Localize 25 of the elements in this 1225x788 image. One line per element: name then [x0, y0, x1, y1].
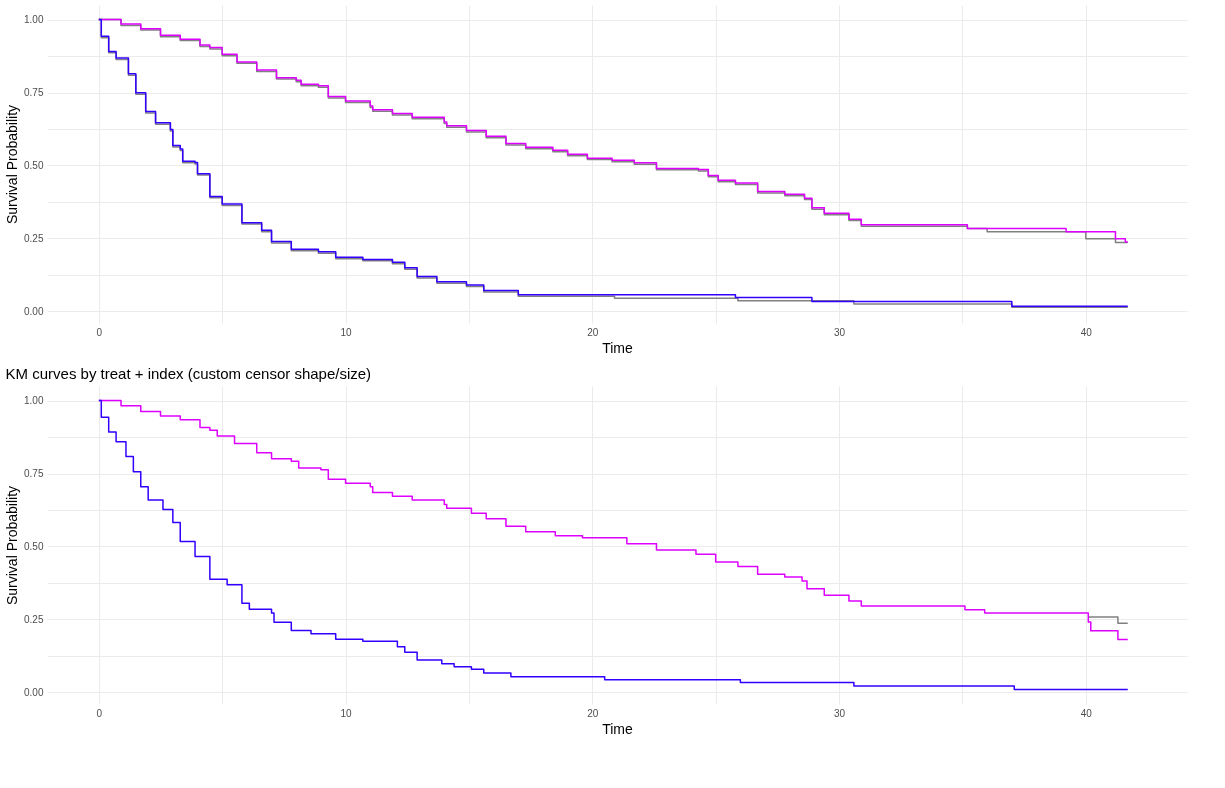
x-tick-label: 0: [96, 326, 103, 338]
chart-title: KM curves by treat + index (custom censor shape/size): [5, 365, 372, 382]
x-tick-label: 0: [96, 707, 103, 719]
x-tick-label: 20: [587, 326, 599, 338]
y-tick-label: 0.00: [24, 686, 44, 698]
x-axis-title: Time: [602, 339, 634, 356]
y-tick-label: 1.00: [24, 395, 44, 407]
y-axis-title: Survival Probability: [4, 104, 21, 225]
y-tick-label: 0.50: [24, 540, 44, 552]
x-tick-label: 40: [1080, 326, 1093, 338]
x-tick-label: 10: [340, 326, 353, 338]
y-tick-label: 0.25: [24, 613, 44, 625]
y-tick-label: 0.25: [24, 232, 44, 244]
y-tick-label: 0.75: [24, 87, 44, 99]
x-tick-label: 30: [834, 707, 846, 719]
x-tick-label: 30: [834, 326, 846, 338]
y-tick-label: 0.75: [24, 468, 44, 480]
y-axis-title: Survival Probability: [4, 485, 21, 606]
x-tick-label: 10: [340, 707, 353, 719]
x-tick-label: 40: [1080, 707, 1093, 719]
y-tick-label: 1.00: [24, 14, 44, 26]
y-tick-label: 0.00: [24, 305, 44, 317]
x-tick-label: 20: [587, 707, 599, 719]
x-axis-title: Time: [602, 720, 634, 737]
y-tick-label: 0.50: [24, 159, 44, 171]
